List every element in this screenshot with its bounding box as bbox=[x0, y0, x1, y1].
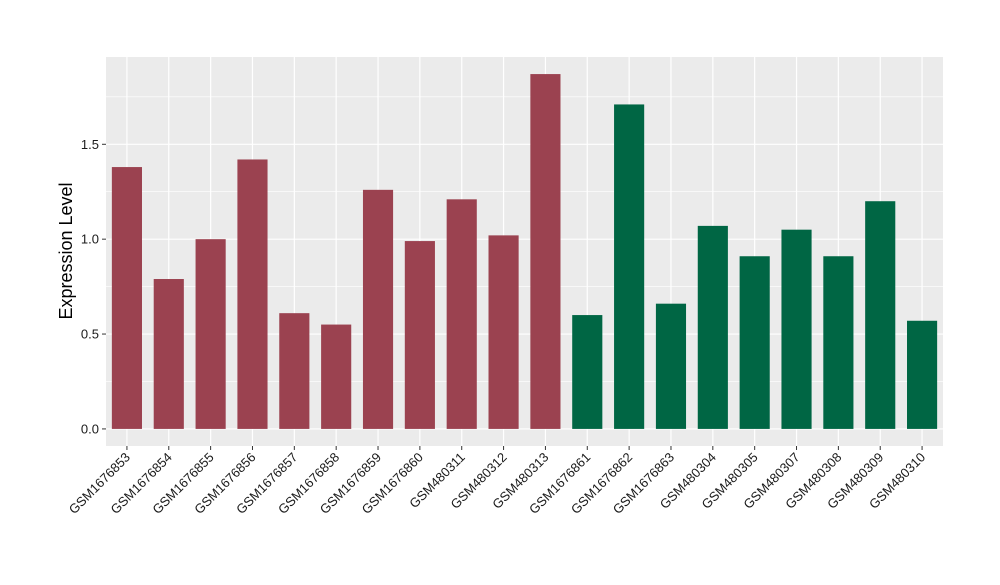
y-axis: 0.0 0.5 1.0 1.5 bbox=[81, 137, 106, 436]
plot-panel bbox=[106, 57, 943, 446]
bar-GSM1676859 bbox=[362, 189, 394, 429]
bar-GSM1676857 bbox=[279, 313, 310, 429]
bar-GSM480304 bbox=[697, 225, 728, 429]
bar-GSM480305 bbox=[739, 256, 770, 429]
y-tick-label: 1.0 bbox=[81, 232, 99, 247]
y-tick-label: 1.5 bbox=[81, 137, 99, 152]
bar-GSM480310 bbox=[907, 320, 938, 429]
bar-GSM480308 bbox=[823, 256, 854, 429]
bar-GSM480312 bbox=[488, 235, 519, 429]
bar-GSM480313 bbox=[530, 74, 561, 429]
bar-GSM1676855 bbox=[195, 239, 226, 429]
bar-GSM1676860 bbox=[404, 241, 435, 429]
y-tick-label: 0.5 bbox=[81, 327, 99, 342]
bar-GSM1676863 bbox=[655, 303, 687, 429]
bar-GSM1676854 bbox=[153, 279, 184, 429]
bar-GSM480309 bbox=[865, 201, 896, 429]
bars bbox=[111, 74, 938, 429]
bar-GSM480307 bbox=[781, 229, 812, 429]
x-axis: GSM1676853GSM1676854GSM1676855GSM1676856… bbox=[66, 446, 928, 517]
y-axis-title: Expression Level bbox=[56, 182, 76, 319]
bar-GSM1676861 bbox=[572, 315, 603, 429]
bar-GSM1676853 bbox=[111, 167, 142, 429]
bar-GSM1676862 bbox=[614, 104, 645, 429]
bar-GSM480311 bbox=[446, 199, 477, 429]
y-tick-label: 0.0 bbox=[81, 421, 99, 436]
bar-GSM1676858 bbox=[321, 324, 352, 429]
bar-GSM1676856 bbox=[237, 159, 268, 429]
